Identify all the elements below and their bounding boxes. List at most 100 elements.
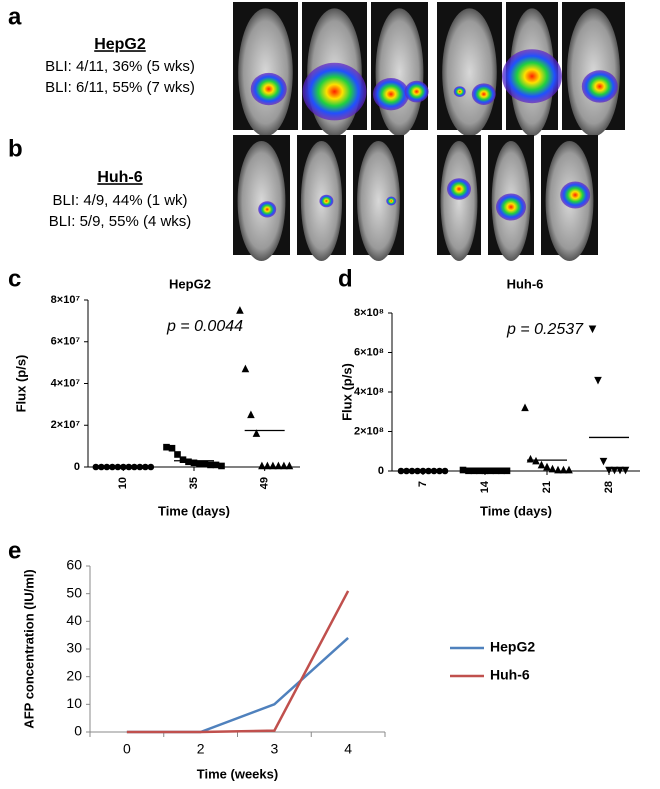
point <box>521 403 529 412</box>
x-tick-label: 0 <box>123 741 131 757</box>
y-axis-label: Flux (p/s) <box>13 355 28 413</box>
bli-signal <box>502 49 562 104</box>
point <box>252 429 261 437</box>
chart-title: HepG2 <box>169 276 211 291</box>
panel-label: c <box>8 265 21 292</box>
y-tick-label: 10 <box>66 695 82 711</box>
point <box>594 376 602 385</box>
y-tick-label: 2×10⁷ <box>51 419 81 431</box>
point <box>190 459 198 467</box>
chart-title: Huh-6 <box>507 276 544 291</box>
point <box>280 461 288 470</box>
y-tick-label: 0 <box>74 461 80 473</box>
bli-line: BLI: 6/11, 55% (7 wks) <box>45 79 195 96</box>
y-tick-label: 30 <box>66 640 82 656</box>
point <box>441 467 449 475</box>
point <box>459 466 467 474</box>
point <box>599 457 608 466</box>
bli-signal <box>386 196 397 206</box>
point <box>269 461 277 470</box>
point <box>465 467 472 475</box>
point <box>168 444 176 452</box>
point <box>285 461 294 470</box>
y-tick-label: 4×10⁸ <box>354 386 384 398</box>
bli-signal <box>372 77 409 111</box>
panel-label: d <box>338 265 353 292</box>
mouse-body <box>238 8 293 137</box>
x-tick-label: 21 <box>541 481 553 493</box>
cell-line: HepG2 <box>94 36 146 53</box>
mouse-body <box>442 8 497 137</box>
bli-signal <box>471 83 496 105</box>
point <box>554 465 562 474</box>
point <box>476 467 483 475</box>
legend-label: HepG2 <box>490 639 535 655</box>
x-tick-label: 3 <box>270 741 278 757</box>
bli-signal <box>250 72 287 106</box>
point <box>621 466 630 475</box>
y-tick-label: 0 <box>74 723 82 739</box>
point <box>247 410 255 419</box>
point <box>503 467 511 475</box>
point <box>397 467 405 475</box>
bli-line: BLI: 4/11, 36% (5 wks) <box>45 58 195 75</box>
point <box>588 325 597 334</box>
legend-label: Huh-6 <box>490 667 530 683</box>
x-axis-label: Time (days) <box>158 503 230 518</box>
point <box>565 465 573 474</box>
point <box>498 467 505 475</box>
point <box>207 461 214 469</box>
point <box>142 463 149 471</box>
point <box>212 461 220 469</box>
x-axis-label: Time (days) <box>480 503 552 518</box>
point <box>526 454 535 463</box>
mouse-body <box>375 8 424 137</box>
y-tick-label: 8×10⁷ <box>51 294 81 306</box>
x-tick-label: 7 <box>417 481 429 487</box>
x-tick-label: 28 <box>603 481 615 493</box>
point <box>258 461 266 470</box>
point <box>201 460 209 468</box>
bli-line: BLI: 5/9, 55% (4 wks) <box>49 213 192 230</box>
y-axis-label: AFP concentration (IU/ml) <box>21 569 36 728</box>
point <box>543 462 551 471</box>
y-tick-label: 50 <box>66 584 82 600</box>
mouse-body <box>440 141 478 261</box>
panel-label: a <box>8 3 22 30</box>
bli-signal <box>581 70 618 103</box>
point <box>185 458 192 466</box>
point <box>559 465 568 474</box>
y-tick-label: 6×10⁸ <box>354 346 384 358</box>
bli-signal <box>496 193 526 221</box>
x-tick-label: 2 <box>197 741 205 757</box>
y-tick-label: 8×10⁸ <box>354 307 384 319</box>
panel-label: b <box>8 135 23 162</box>
point <box>481 467 489 475</box>
y-tick-label: 4×10⁷ <box>51 377 81 389</box>
point <box>179 456 187 463</box>
point <box>236 306 244 314</box>
point <box>616 466 624 475</box>
mouse-body <box>237 141 286 261</box>
cell-line: Huh-6 <box>97 169 142 186</box>
y-tick-label: 60 <box>66 557 82 573</box>
x-tick-label: 35 <box>188 477 200 489</box>
point <box>610 466 619 475</box>
y-axis-label: Flux (p/s) <box>339 363 354 421</box>
x-tick-label: 49 <box>259 477 271 489</box>
bli-signal <box>404 80 429 103</box>
bli-signal <box>319 194 334 208</box>
bli-signal <box>258 201 277 218</box>
point <box>218 462 225 470</box>
bli-line: BLI: 4/9, 44% (1 wk) <box>52 192 187 209</box>
y-tick-label: 20 <box>66 667 82 683</box>
mouse-body <box>357 141 400 261</box>
y-tick-label: 6×10⁷ <box>51 336 81 348</box>
panel-label: e <box>8 537 21 564</box>
y-tick-label: 2×10⁸ <box>354 425 384 437</box>
point <box>470 467 478 475</box>
line-series <box>126 590 350 734</box>
x-tick-label: 4 <box>344 741 352 757</box>
bli-signal <box>302 62 367 121</box>
